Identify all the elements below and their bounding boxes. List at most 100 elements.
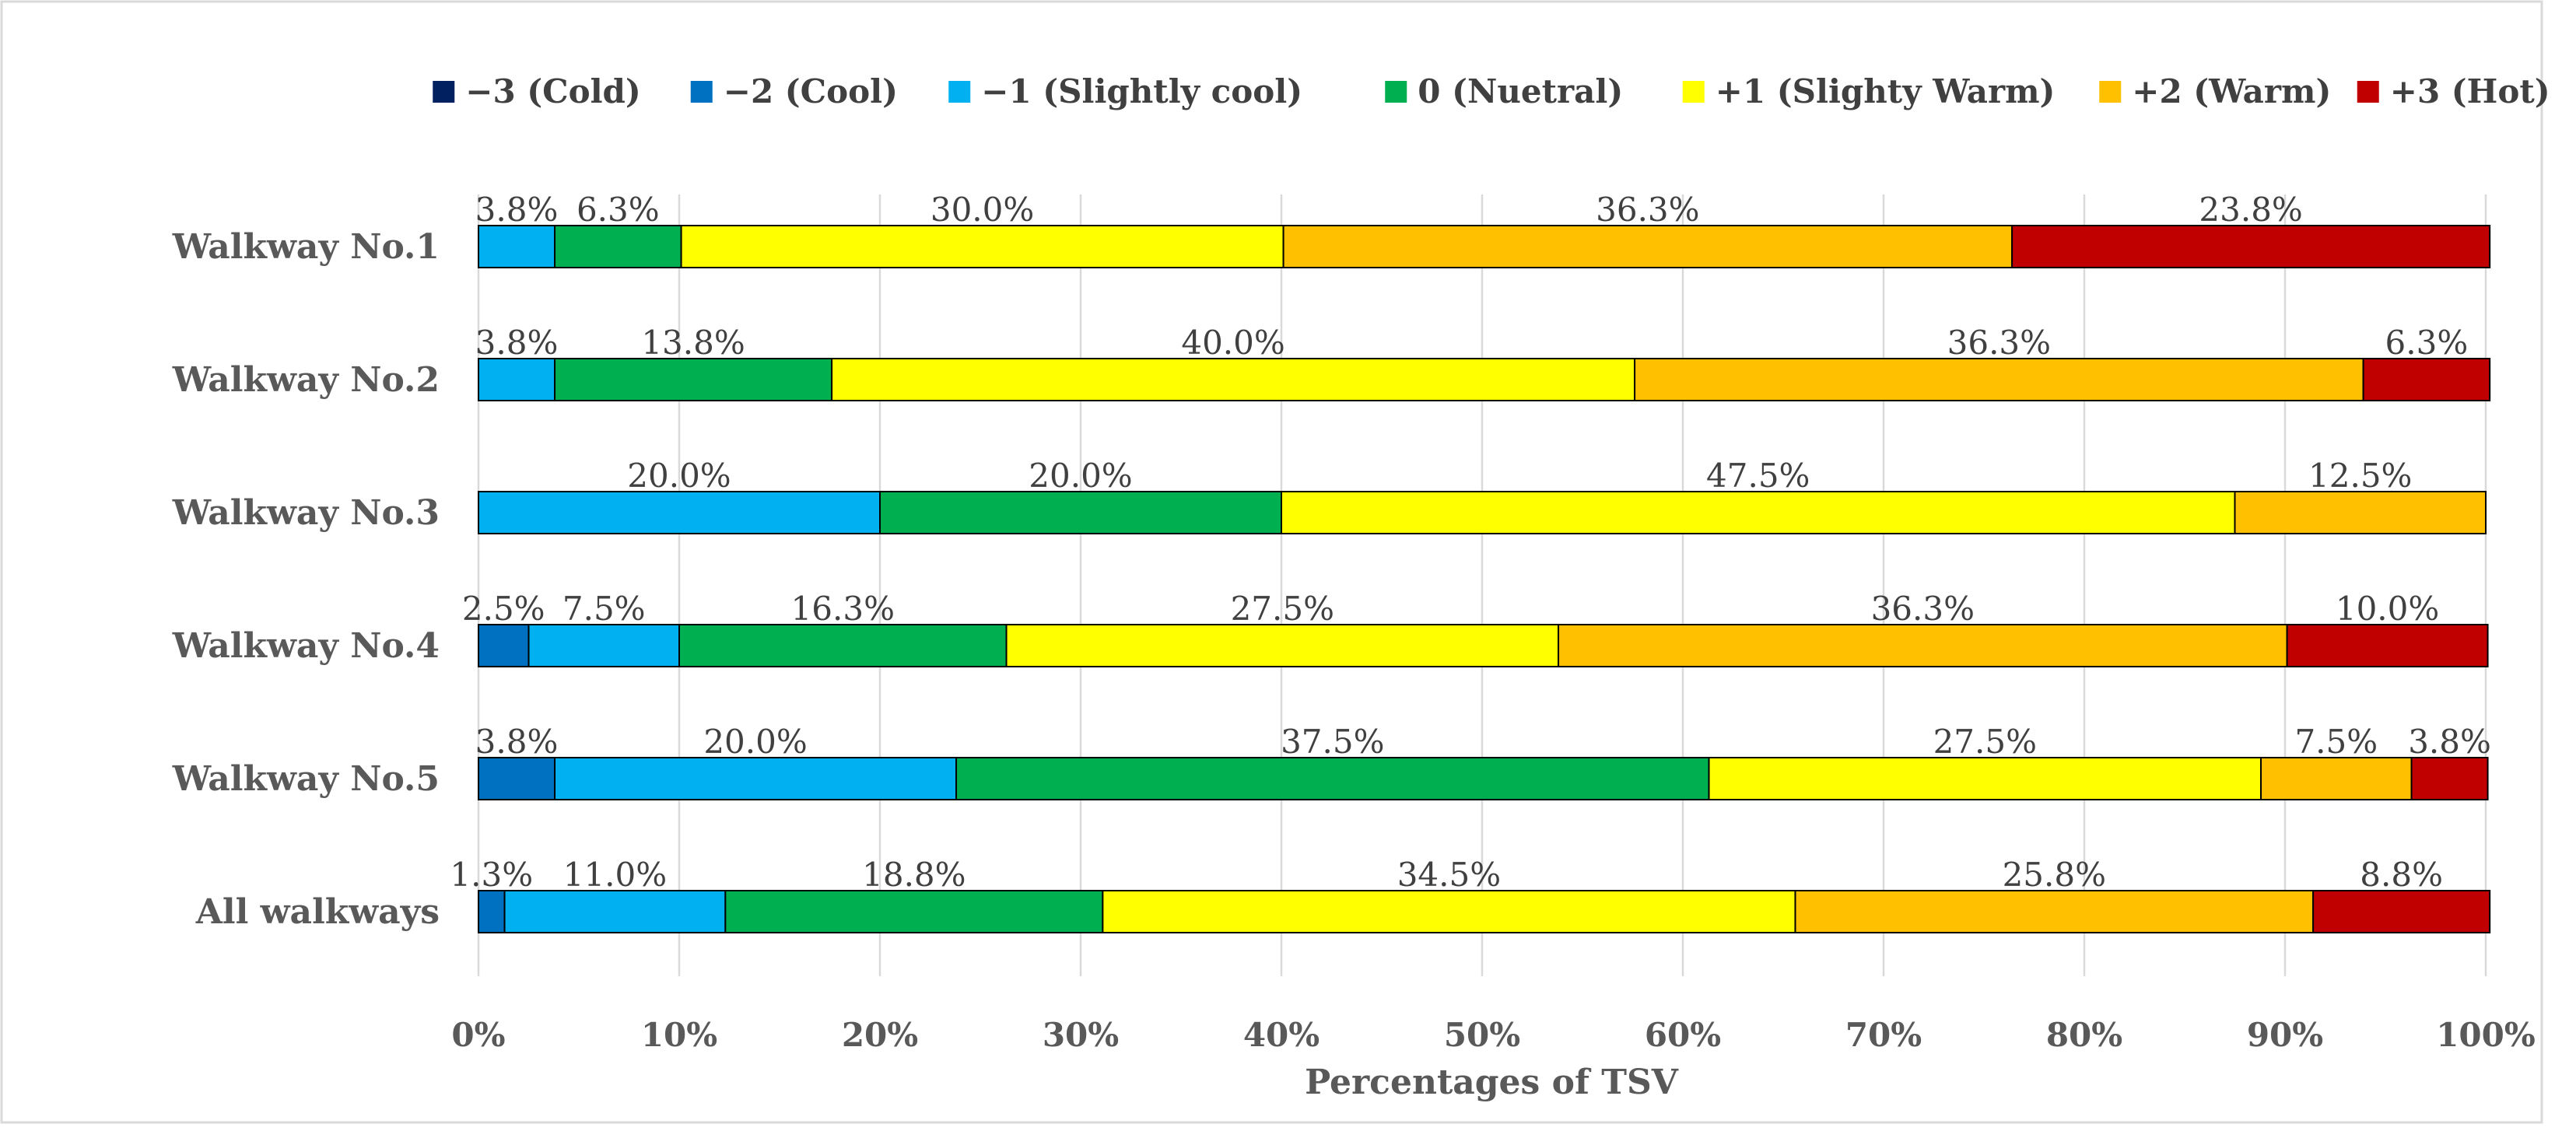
x-tick-label: 30% bbox=[1043, 1016, 1119, 1054]
legend-label: +3 (Hot) bbox=[2390, 72, 2550, 110]
data-label: 3.8% bbox=[475, 191, 559, 229]
bar-segment bbox=[1708, 757, 2262, 800]
bar-segment bbox=[831, 358, 1636, 401]
bar-segment bbox=[554, 225, 682, 268]
bar-segment bbox=[1634, 358, 2364, 401]
data-label: 40.0% bbox=[1181, 324, 1284, 362]
data-label: 16.3% bbox=[791, 590, 895, 628]
x-axis-title: Percentages of TSV bbox=[1305, 1063, 1679, 1102]
bar-segment bbox=[2312, 890, 2491, 933]
bar-segment bbox=[478, 757, 556, 800]
x-tick-label: 20% bbox=[842, 1016, 918, 1054]
legend: −3 (Cold) −2 (Cool) −1 (Slightly cool) 0 (N… bbox=[433, 72, 2550, 110]
category-label: Walkway No.5 bbox=[172, 759, 440, 799]
bar-segment bbox=[1005, 624, 1560, 667]
data-label: 2.5% bbox=[462, 590, 545, 628]
bar-segment bbox=[478, 358, 556, 401]
category-label: All walkways bbox=[195, 892, 440, 932]
bar-segment bbox=[1794, 890, 2315, 933]
legend-item: −3 (Cold) bbox=[433, 72, 641, 110]
data-label: 7.5% bbox=[563, 590, 646, 628]
bar-segment bbox=[554, 358, 833, 401]
bar-segment bbox=[2286, 624, 2489, 667]
category-label: Walkway No.3 bbox=[172, 493, 440, 533]
legend-swatch bbox=[2099, 81, 2122, 103]
bar-segment bbox=[680, 225, 1284, 268]
bar-segment bbox=[678, 624, 1008, 667]
bar-segment bbox=[503, 890, 727, 933]
bar-segment bbox=[724, 890, 1104, 933]
bar-segment bbox=[2011, 225, 2491, 268]
bar-segment bbox=[879, 491, 1282, 534]
data-label: 37.5% bbox=[1281, 723, 1384, 761]
legend-item: −1 (Slightly cool) bbox=[948, 72, 1302, 110]
x-tick-label: 80% bbox=[2046, 1016, 2122, 1054]
data-label: 25.8% bbox=[2003, 856, 2106, 894]
legend-swatch bbox=[433, 81, 455, 103]
data-labels-layer: 3.8% 6.3% 30.0% 36.3% 23.8% 3.8% 13.8% 40.0% 36.… bbox=[450, 191, 2490, 894]
legend-label: +1 (Slighty Warm) bbox=[1716, 72, 2056, 110]
category-labels-layer: Walkway No.1 Walkway No.2 Walkway No.3 Walk… bbox=[172, 227, 440, 932]
bar-segment bbox=[527, 624, 680, 667]
bar-segment bbox=[2234, 491, 2487, 534]
data-label: 1.3% bbox=[450, 856, 533, 894]
legend-label: −1 (Slightly cool) bbox=[981, 72, 1302, 110]
data-label: 18.8% bbox=[862, 856, 966, 894]
data-label: 36.3% bbox=[1871, 590, 1975, 628]
data-label: 27.5% bbox=[1933, 723, 2037, 761]
grid-layer bbox=[477, 194, 2487, 976]
data-label: 12.5% bbox=[2308, 457, 2412, 495]
chart-frame bbox=[0, 0, 2543, 1124]
category-label: Walkway No.4 bbox=[172, 626, 440, 666]
data-label: 8.8% bbox=[2360, 856, 2443, 894]
bar-segment bbox=[1558, 624, 2288, 667]
data-label: 36.3% bbox=[1947, 324, 2051, 362]
bar-segment bbox=[2362, 358, 2491, 401]
x-tick-label: 50% bbox=[1444, 1016, 1520, 1054]
data-label: 3.8% bbox=[475, 324, 559, 362]
data-label: 10.0% bbox=[2336, 590, 2439, 628]
legend-swatch bbox=[690, 81, 713, 103]
bars-layer bbox=[478, 225, 2491, 933]
data-label: 30.0% bbox=[931, 191, 1034, 229]
data-label: 23.8% bbox=[2199, 191, 2302, 229]
bar-segment bbox=[478, 624, 530, 667]
legend-item: +1 (Slighty Warm) bbox=[1682, 72, 2056, 110]
data-label: 3.8% bbox=[475, 723, 559, 761]
legend-swatch bbox=[1682, 81, 1705, 103]
bar-segment bbox=[478, 890, 506, 933]
legend-swatch bbox=[948, 81, 971, 103]
bar-segment bbox=[1281, 491, 2236, 534]
x-tick-label: 40% bbox=[1243, 1016, 1320, 1054]
data-label: 34.5% bbox=[1397, 856, 1501, 894]
legend-swatch bbox=[2357, 81, 2379, 103]
x-tick-label: 100% bbox=[2436, 1016, 2536, 1054]
data-label: 27.5% bbox=[1231, 590, 1334, 628]
data-label: 13.8% bbox=[641, 324, 745, 362]
legend-label: −3 (Cold) bbox=[465, 72, 641, 110]
bar-segment bbox=[2260, 757, 2413, 800]
data-label: 47.5% bbox=[1706, 457, 1810, 495]
legend-swatch bbox=[1385, 81, 1407, 103]
category-label: Walkway No.2 bbox=[172, 360, 440, 400]
data-label: 6.3% bbox=[577, 191, 660, 229]
x-tick-label: 60% bbox=[1645, 1016, 1721, 1054]
bar-segment bbox=[554, 757, 958, 800]
bar-segment bbox=[1102, 890, 1796, 933]
bar-segment bbox=[1282, 225, 2013, 268]
legend-item: 0 (Nuetral) bbox=[1385, 72, 1623, 110]
data-label: 20.0% bbox=[703, 723, 807, 761]
bar-segment bbox=[2410, 757, 2489, 800]
data-label: 36.3% bbox=[1596, 191, 1699, 229]
legend-item: −2 (Cool) bbox=[690, 72, 898, 110]
data-label: 6.3% bbox=[2385, 324, 2469, 362]
bar-segment bbox=[478, 491, 881, 534]
bar-segment bbox=[955, 757, 1710, 800]
legend-label: −2 (Cool) bbox=[724, 72, 898, 110]
x-tick-label: 0% bbox=[451, 1016, 505, 1054]
x-tick-labels-layer: 0% 10% 20% 30% 40% 50% 60% 70% 80% 90% 100% bbox=[451, 1016, 2535, 1054]
legend-label: 0 (Nuetral) bbox=[1418, 72, 1623, 110]
data-label: 11.0% bbox=[563, 856, 667, 894]
